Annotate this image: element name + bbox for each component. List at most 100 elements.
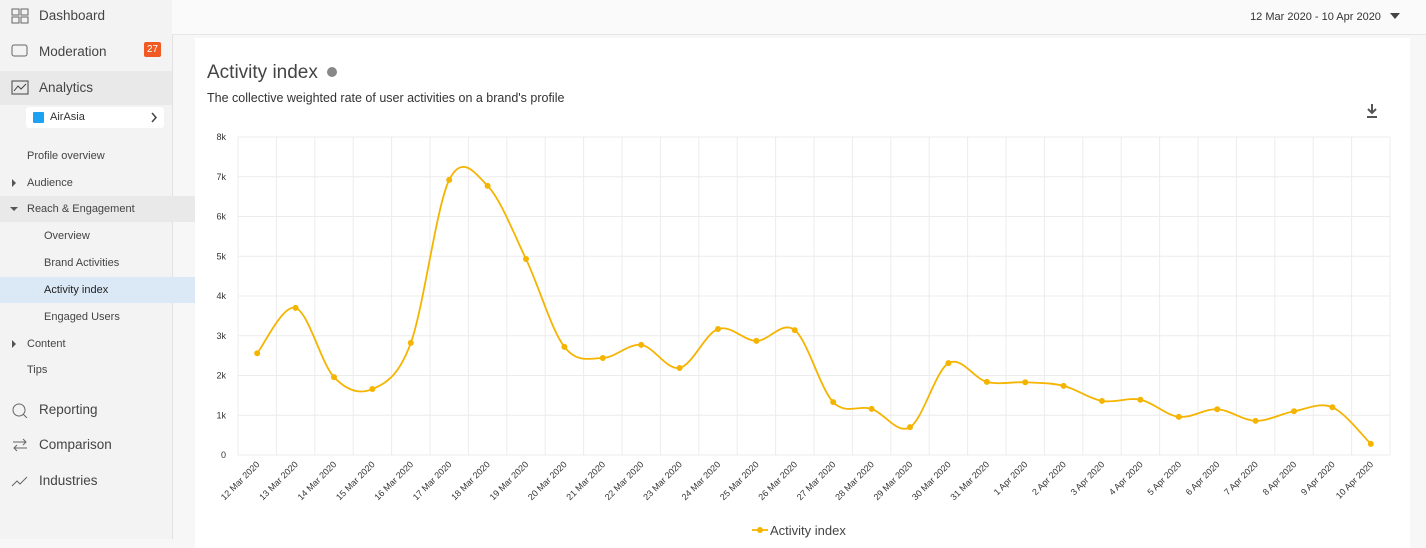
point (1291, 408, 1297, 415)
nav-item[interactable]: Reporting (0, 402, 172, 422)
chart-card (195, 38, 1410, 548)
point (369, 386, 376, 393)
point (1175, 413, 1182, 420)
x-tick-label: 30 Mar 2020 (910, 459, 953, 502)
icon (12, 403, 28, 418)
x-tick-label: 27 Mar 2020 (795, 459, 838, 502)
twitter-icon (33, 112, 44, 123)
x-tick-label: 31 Mar 2020 (948, 459, 991, 502)
point (1214, 406, 1221, 413)
x-tick-label: 3 Apr 2020 (1069, 459, 1107, 497)
point (907, 424, 913, 431)
caret (12, 179, 16, 187)
x-tick-label: 9 Apr 2020 (1299, 459, 1337, 497)
point (1022, 379, 1029, 386)
x-tick-label: 17 Mar 2020 (411, 459, 454, 502)
account-select[interactable]: AirAsia (26, 107, 164, 128)
menu-item[interactable]: Reach & Engagement (0, 196, 199, 222)
nav-label: Reporting (39, 402, 98, 417)
point (676, 364, 683, 371)
nav-item[interactable]: Industries (0, 473, 172, 493)
x-tick-label: 8 Apr 2020 (1261, 459, 1299, 497)
menu-item[interactable]: Audience (0, 170, 199, 196)
point (638, 341, 645, 348)
badge: 27 (144, 42, 162, 57)
nav-item[interactable]: Analytics (0, 71, 172, 105)
y-tick-label: 3k (216, 331, 226, 341)
x-tick-label: 2 Apr 2020 (1030, 459, 1068, 497)
menu-label: Audience (27, 177, 73, 189)
x-tick-label: 1 Apr 2020 (992, 459, 1030, 497)
y-tick-label: 6k (216, 212, 226, 222)
point (407, 339, 414, 346)
x-tick-label: 22 Mar 2020 (603, 459, 646, 502)
point (446, 176, 453, 183)
point (523, 256, 529, 263)
point (292, 304, 299, 311)
top-bar: 12 Mar 2020 - 10 Apr 2020 (172, 0, 1426, 35)
submenu-item[interactable]: Overview (44, 230, 90, 242)
chevron (151, 112, 158, 123)
x-tick-label: 13 Mar 2020 (257, 459, 300, 502)
nav-label: Moderation (39, 44, 107, 59)
caret (10, 207, 18, 211)
point (830, 399, 837, 406)
chart-title: Activity index (207, 62, 318, 83)
nav-label: Industries (39, 473, 98, 488)
nav-label: Dashboard (39, 8, 106, 23)
legend-marker (757, 527, 763, 533)
icon (11, 8, 29, 24)
date-text: 12 Mar 2020 - 10 Apr 2020 (1250, 11, 1381, 23)
date-range[interactable]: 12 Mar 2020 - 10 Apr 2020 (1250, 11, 1400, 23)
submenu-item[interactable]: Engaged Users (44, 311, 120, 323)
caret (12, 340, 16, 348)
point (1367, 440, 1374, 447)
x-tick-label: 12 Mar 2020 (219, 459, 262, 502)
nav-item[interactable]: Comparison (0, 437, 172, 457)
download-icon[interactable] (1367, 104, 1377, 118)
y-tick-label: 4k (216, 291, 226, 301)
account-name: AirAsia (50, 111, 85, 123)
point (1252, 417, 1259, 424)
x-tick-label: 7 Apr 2020 (1222, 459, 1260, 497)
point (561, 343, 568, 350)
nav-item[interactable]: Moderation 27 (0, 42, 172, 64)
x-tick-label: 10 Apr 2020 (1334, 459, 1375, 500)
point (1060, 382, 1067, 389)
point (945, 360, 952, 367)
point (715, 325, 721, 332)
submenu-item[interactable]: Activity index (0, 277, 216, 303)
menu-item[interactable]: Content (0, 331, 199, 357)
menu-item[interactable]: Profile overview (27, 150, 105, 162)
help-icon[interactable] (327, 67, 337, 77)
x-tick-label: 23 Mar 2020 (641, 459, 684, 502)
icon (11, 80, 29, 95)
legend-label: Activity index (770, 523, 846, 538)
nav-item[interactable]: Dashboard (0, 8, 172, 28)
icon (11, 476, 28, 487)
menu-item[interactable]: Tips (27, 364, 48, 376)
point (983, 378, 990, 385)
y-tick-label: 0 (221, 450, 226, 460)
point (484, 182, 491, 189)
x-tick-label: 28 Mar 2020 (833, 459, 876, 502)
x-tick-label: 15 Mar 2020 (334, 459, 377, 502)
x-tick-label: 6 Apr 2020 (1184, 459, 1222, 497)
y-tick-label: 7k (216, 172, 226, 182)
x-tick-label: 26 Mar 2020 (756, 459, 799, 502)
y-tick-label: 2k (216, 371, 226, 381)
point (1329, 404, 1336, 411)
point (791, 327, 798, 334)
x-tick-label: 19 Mar 2020 (488, 459, 531, 502)
dropdown-arrow (1390, 13, 1400, 19)
y-tick-label: 8k (216, 132, 226, 142)
x-tick-label: 14 Mar 2020 (296, 459, 339, 502)
x-tick-label: 16 Mar 2020 (372, 459, 415, 502)
point (254, 350, 261, 357)
submenu-item[interactable]: Brand Activities (44, 257, 120, 269)
x-tick-label: 20 Mar 2020 (526, 459, 569, 502)
point (753, 337, 760, 344)
x-tick-label: 5 Apr 2020 (1145, 459, 1183, 497)
